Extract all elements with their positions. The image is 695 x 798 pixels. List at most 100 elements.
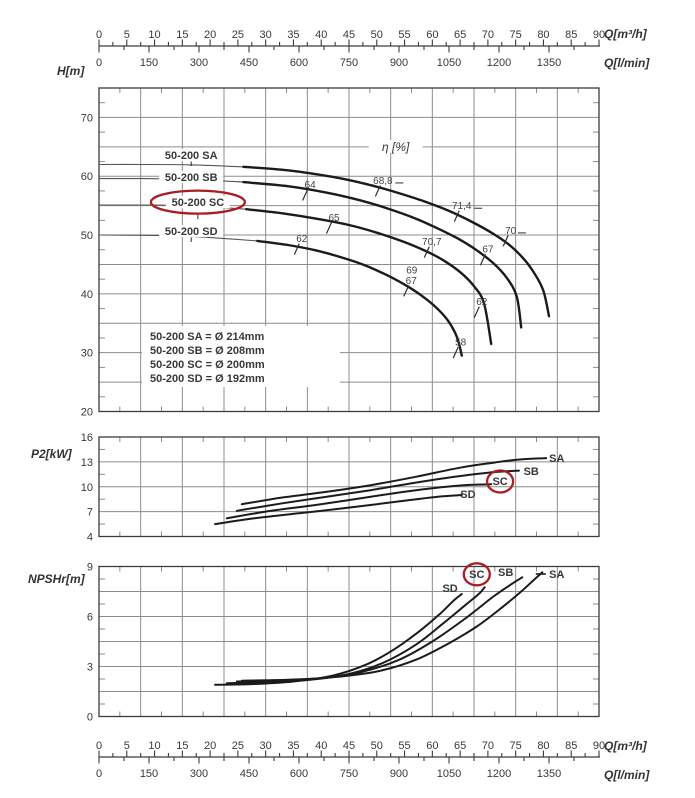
head-curve-SD — [256, 239, 463, 357]
flow-lmin-tick: 900 — [390, 768, 408, 780]
power-curve-end-label-SC: SC — [492, 476, 507, 488]
flow-m3h-tick: 70 — [482, 740, 494, 752]
head-axis-unit-label: H[m] — [57, 64, 85, 78]
efficiency-value: 62 — [296, 234, 308, 245]
flow-m3h-tick: 60 — [426, 740, 438, 752]
power-curve-SA — [240, 457, 548, 506]
selected-model-circle-head — [149, 189, 247, 215]
flow-m3h-tick: 65 — [454, 29, 466, 41]
impeller-legend-entry: 50-200 SA = Ø 214mm — [150, 331, 264, 343]
power-axis-tick: 16 — [81, 432, 93, 444]
power-axis-tick: 7 — [87, 507, 93, 519]
flow-lmin-tick: 750 — [340, 57, 358, 69]
flow-lmin-unit-label-top: Q[l/min] — [604, 56, 650, 70]
flow-m3h-tick: 80 — [537, 740, 549, 752]
efficiency-value: 69 — [406, 265, 418, 276]
flow-m3h-tick: 90 — [593, 29, 605, 41]
flow-lmin-tick: 1350 — [537, 768, 561, 780]
head-curve-SA — [242, 165, 551, 318]
flow-m3h-tick: 35 — [287, 740, 299, 752]
flow-lmin-tick: 600 — [290, 768, 308, 780]
power-curve-SB — [235, 469, 520, 512]
head-axis-tick: 20 — [81, 407, 93, 419]
npsh-axis-tick: 6 — [87, 612, 93, 624]
head-chart: 70 60 50 40 30 20 η [%] 50-200 SA = Ø 214mm 50-2… — [81, 87, 600, 419]
flow-m3h-tick: 45 — [343, 29, 355, 41]
flow-m3h-tick: 0 — [96, 740, 102, 752]
flow-m3h-tick: 50 — [371, 740, 383, 752]
flow-m3h-tick: 70 — [482, 29, 494, 41]
flow-m3h-tick: 5 — [124, 740, 130, 752]
head-curve-SC — [245, 208, 493, 346]
efficiency-value: 70,7 — [422, 237, 442, 248]
efficiency-value: 70 — [505, 226, 517, 237]
flow-lmin-tick: 1200 — [487, 768, 511, 780]
impeller-legend-entry: 50-200 SC = Ø 200mm — [150, 359, 265, 371]
npsh-axis-tick: 9 — [87, 562, 93, 574]
top-flow-ruler: 0 5 10 15 20 25 30 35 40 45 50 55 60 65 70 75 80 85 900 150… — [96, 29, 605, 69]
flow-lmin-tick: 1050 — [437, 768, 461, 780]
flow-lmin-tick: 900 — [390, 57, 408, 69]
efficiency-value: 67 — [406, 276, 418, 287]
flow-m3h-tick: 10 — [148, 740, 160, 752]
flow-m3h-tick: 40 — [315, 29, 327, 41]
impeller-legend-entry: 50-200 SB = Ø 208mm — [150, 345, 265, 357]
flow-m3h-tick: 25 — [232, 740, 244, 752]
power-curve-SD — [214, 494, 463, 526]
flow-lmin-tick: 450 — [240, 768, 258, 780]
flow-lmin-tick: 150 — [140, 57, 158, 69]
head-axis-tick: 40 — [81, 289, 93, 301]
npsh-curve-end-label-SD: SD — [442, 583, 457, 595]
flow-m3h-tick: 75 — [510, 740, 522, 752]
efficiency-value: 62 — [476, 297, 488, 308]
power-curve-end-label-SA: SA — [549, 453, 564, 465]
flow-m3h-tick: 60 — [426, 29, 438, 41]
head-curve-SB — [242, 180, 523, 329]
power-curve-SC — [225, 483, 493, 520]
flow-m3h-tick: 85 — [565, 740, 577, 752]
flow-lmin-tick: 1350 — [537, 57, 561, 69]
flow-lmin-unit-label-bottom: Q[l/min] — [604, 768, 650, 782]
curve-label-SB: 50-200 SB — [165, 172, 218, 184]
npshr-axis-unit-label: NPSHr[m] — [28, 572, 85, 586]
flow-m3h-unit-label-bottom: Q[m³/h] — [604, 739, 647, 753]
flow-m3h-tick: 45 — [343, 740, 355, 752]
power-axis-tick: 4 — [87, 532, 93, 544]
flow-m3h-tick: 20 — [204, 29, 216, 41]
flow-lmin-tick: 0 — [96, 768, 102, 780]
flow-lmin-tick: 600 — [290, 57, 308, 69]
efficiency-value: 64 — [305, 180, 317, 191]
flow-m3h-tick: 25 — [232, 29, 244, 41]
flow-m3h-tick: 35 — [287, 29, 299, 41]
flow-m3h-tick: 15 — [176, 740, 188, 752]
flow-m3h-tick: 55 — [398, 740, 410, 752]
flow-lmin-tick: 300 — [190, 768, 208, 780]
flow-m3h-tick: 15 — [176, 29, 188, 41]
power-curve-end-label-SD: SD — [460, 489, 475, 501]
flow-m3h-tick: 0 — [96, 29, 102, 41]
flow-lmin-tick: 0 — [96, 57, 102, 69]
selected-model-circle-npsh — [462, 562, 491, 587]
efficiency-value: 71,4 — [452, 201, 472, 212]
head-axis-tick: 60 — [81, 171, 93, 183]
flow-m3h-tick: 20 — [204, 740, 216, 752]
flow-m3h-tick: 30 — [260, 29, 272, 41]
efficiency-value: 65 — [328, 213, 340, 224]
power-axis-tick: 13 — [81, 457, 93, 469]
flow-m3h-tick: 5 — [124, 29, 130, 41]
power-axis-unit-label: P2[kW] — [31, 447, 72, 461]
npsh-chart: 9 6 3 0 SD SC SB SA — [87, 562, 600, 724]
power-axis-tick: 10 — [81, 482, 93, 494]
flow-m3h-tick: 65 — [454, 740, 466, 752]
npsh-curve-end-label-SA: SA — [549, 569, 564, 581]
npsh-axis-tick: 0 — [87, 712, 93, 724]
flow-m3h-tick: 90 — [593, 740, 605, 752]
selected-model-circle-power — [485, 469, 515, 494]
flow-m3h-unit-label-top: Q[m³/h] — [604, 27, 647, 41]
npsh-curve-end-label-SB: SB — [498, 567, 513, 579]
head-axis-tick: 50 — [81, 230, 93, 242]
flow-m3h-tick: 40 — [315, 740, 327, 752]
curve-label-SA: 50-200 SA — [165, 150, 218, 162]
